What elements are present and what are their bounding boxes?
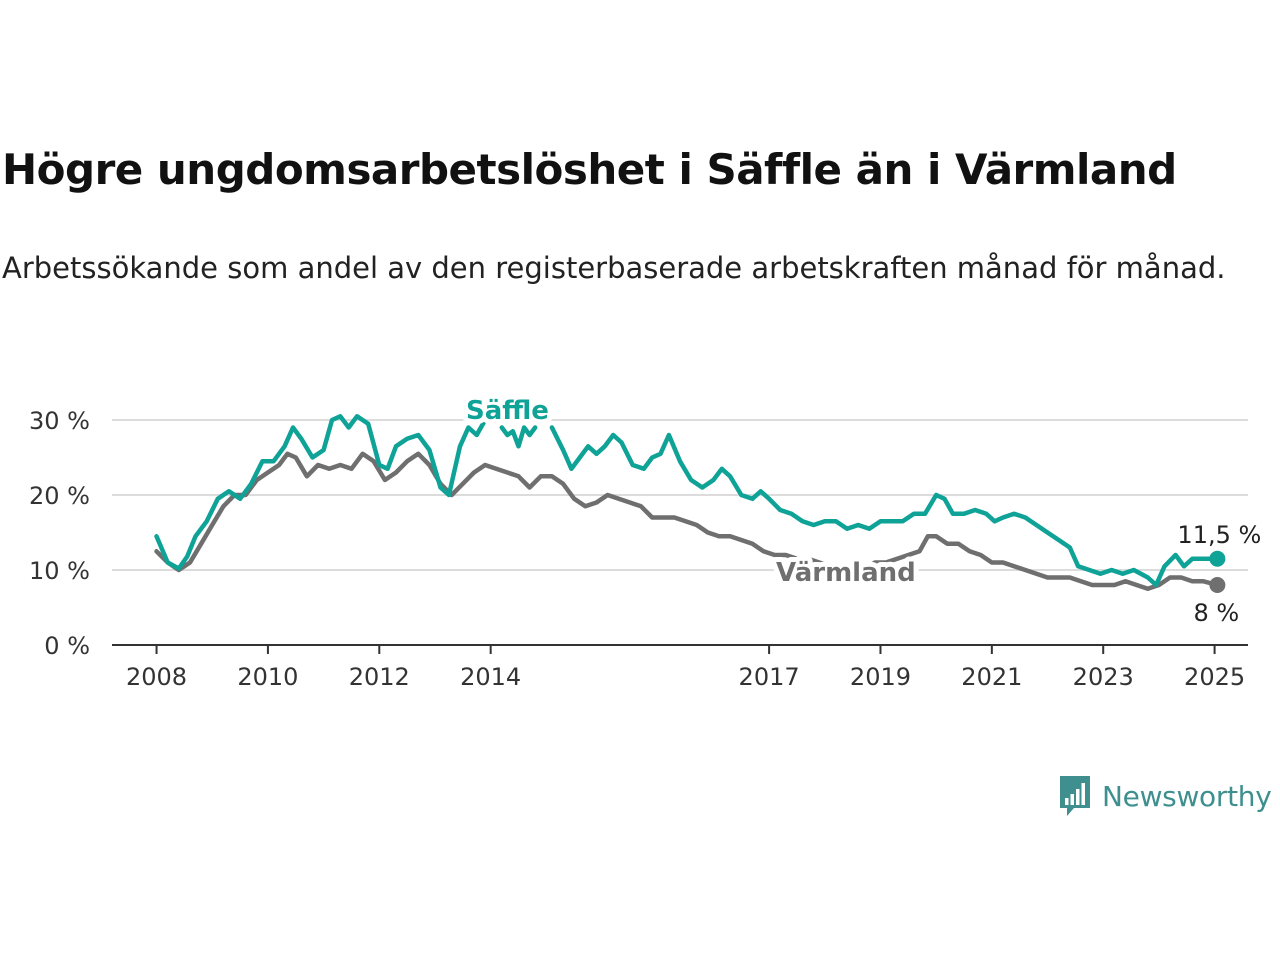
y-tick-label: 20 % — [29, 482, 90, 510]
line-chart: 0 % 10 % 20 % 30 % 2008 2010 2012 2014 2017 2019… — [29, 391, 1261, 691]
x-tick-label: 2019 — [850, 663, 911, 691]
x-axis: 2008 2010 2012 2014 2017 2019 2021 2023 2025 — [112, 644, 1248, 691]
series-line-säffle — [154, 410, 1220, 588]
y-tick-label: 30 % — [29, 407, 90, 435]
x-tick-label: 2025 — [1184, 663, 1245, 691]
series-lines — [154, 410, 1220, 592]
series-line-värmland — [154, 451, 1220, 592]
end-label-saffle: 11,5 % — [1177, 521, 1261, 549]
x-tick-label: 2012 — [349, 663, 410, 691]
series-label-saffle-halo: Säffle — [466, 396, 549, 426]
end-label-varmland: 8 % — [1194, 599, 1240, 627]
series-label-saffle: Säffle — [466, 396, 549, 426]
y-axis-ticks: 0 % 10 % 20 % 30 % — [29, 407, 90, 660]
series-label-varmland-halo: Värmland — [776, 558, 916, 588]
x-tick-label: 2023 — [1073, 663, 1134, 691]
chart-title: Högre ungdomsarbetslöshet i Säffle än i … — [2, 145, 1177, 194]
end-dot-varmland — [1209, 577, 1226, 593]
x-tick-label: 2021 — [961, 663, 1022, 691]
series-label-varmland: Värmland — [776, 558, 916, 588]
x-tick-label: 2017 — [739, 663, 800, 691]
x-tick-label: 2008 — [126, 663, 187, 691]
brand-name: Newsworthy — [1102, 779, 1272, 813]
grid-lines — [112, 419, 1248, 571]
end-dot-saffle — [1209, 550, 1226, 567]
x-tick-label: 2010 — [237, 663, 298, 691]
chart-subtitle: Arbetssökande som andel av den registerb… — [2, 251, 1226, 285]
x-tick-label: 2014 — [460, 663, 521, 691]
y-tick-label: 0 % — [44, 632, 90, 660]
y-tick-label: 10 % — [29, 557, 90, 585]
newsworthy-brand[interactable]: Newsworthy — [1058, 772, 1272, 820]
bar-chart-speech-bubble-icon — [1060, 776, 1090, 816]
